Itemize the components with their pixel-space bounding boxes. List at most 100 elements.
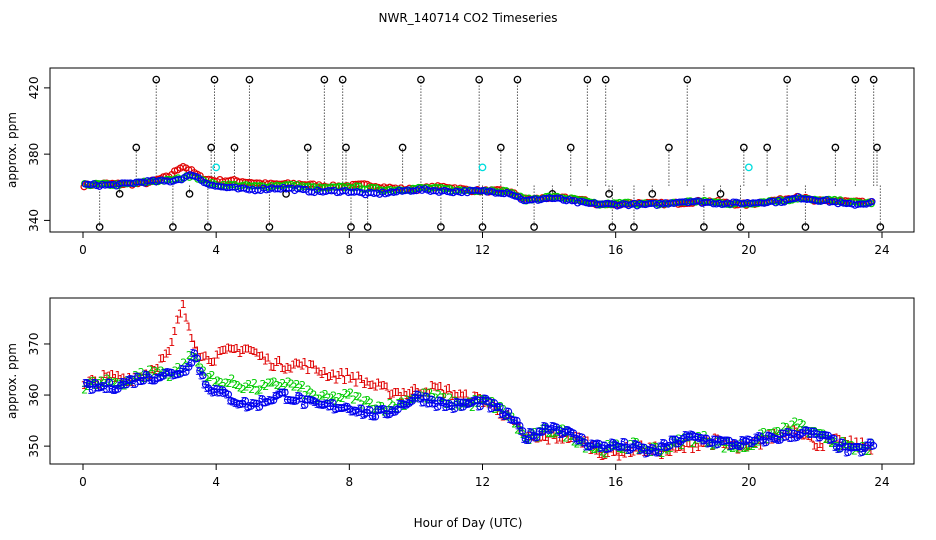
- series-1-point: 1: [160, 352, 167, 365]
- series-3-circle: [524, 436, 532, 444]
- series-3-point: 3: [854, 441, 861, 454]
- series-1-point: 1: [352, 376, 359, 389]
- series-3-point: 3: [730, 437, 737, 450]
- series-3-point: 3: [786, 432, 793, 445]
- series-1-point: 1: [381, 379, 388, 392]
- series-1-point: 1: [188, 332, 195, 345]
- bottom-panel: 0 4 8 12 16 20 2435036037011111111111111111111…: [5, 297, 915, 489]
- series-2-point: 2: [90, 375, 97, 388]
- diagnostic-point: [320, 75, 329, 84]
- series-1-point: 1: [403, 389, 410, 402]
- series-3-point: 3: [348, 406, 355, 419]
- series-2-point: 2: [203, 372, 210, 385]
- series-2-point: 2: [656, 444, 663, 457]
- series-2-point: 2: [791, 415, 798, 428]
- series-3-point: 3: [591, 438, 598, 451]
- series-3-point: 3: [328, 397, 335, 410]
- series-3-point: 3: [119, 376, 126, 389]
- series-3-point: 3: [489, 397, 496, 410]
- series-3-point: 3: [130, 378, 137, 391]
- series-1-point: 1: [256, 350, 263, 363]
- series-2-point: 2: [752, 438, 759, 451]
- series-2-point: 2: [599, 445, 606, 458]
- series-2-point: 2: [322, 388, 329, 401]
- series-1-point: 1: [581, 434, 588, 447]
- series-3-point: 3: [124, 374, 131, 387]
- series-1-point: 1: [106, 369, 113, 382]
- series-2-point: 2: [189, 350, 196, 363]
- diagnostic-point: [683, 75, 692, 84]
- series-1-point: 1: [327, 370, 334, 383]
- series-3-point: 3: [622, 442, 629, 455]
- series-1-point: 1: [296, 357, 303, 370]
- series-3-point: 3: [110, 384, 117, 397]
- series-3-circle: [691, 432, 699, 441]
- series-3-circle: [193, 354, 201, 363]
- series-3-point: 3: [668, 433, 675, 446]
- series-2-point: 2: [712, 438, 719, 451]
- diagnostic-point: [115, 190, 124, 198]
- series-1-point: 1: [369, 378, 376, 391]
- series-3-point: 3: [733, 439, 740, 452]
- series-1-point: 1: [409, 385, 416, 398]
- series-2-point: 2: [149, 368, 156, 381]
- series-3-point: 3: [319, 399, 326, 412]
- series-3-point: 3: [701, 432, 708, 445]
- series-3-point: 3: [619, 436, 626, 449]
- series-1-point: 1: [318, 368, 325, 381]
- series-3-point: 3: [741, 435, 748, 448]
- series-2-point: 2: [825, 433, 832, 446]
- series-3-point: 3: [506, 413, 513, 426]
- series-3-circle: [518, 427, 527, 435]
- series-1-point: 1: [819, 441, 826, 454]
- series-2-point: 2: [268, 377, 275, 390]
- series-2-point: 2: [525, 434, 532, 447]
- series-3-point: 3: [685, 431, 692, 444]
- series-2-point: 2: [342, 387, 349, 400]
- series-3-circle: [496, 403, 504, 411]
- series-1-point: 1: [680, 443, 687, 456]
- series-2-point: 2: [452, 394, 459, 407]
- series-2-point: 2: [432, 391, 439, 404]
- series-3-point: 3: [220, 387, 227, 400]
- series-3-point: 3: [435, 394, 442, 407]
- series-2-point: 2: [576, 435, 583, 448]
- series-3-point: 3: [781, 431, 788, 444]
- series-2-point: 2: [441, 391, 448, 404]
- series-3-point: 3: [362, 407, 369, 420]
- series-1-point: 1: [366, 379, 373, 392]
- top-xtick-label: 4: [212, 243, 220, 257]
- series-1-point: 1: [567, 432, 574, 445]
- series-3-point: 3: [639, 442, 646, 455]
- series-3-point: 3: [815, 432, 822, 445]
- series-3-circle: [136, 377, 145, 385]
- series-3-point: 3: [778, 427, 785, 440]
- series-1-point: 1: [689, 443, 696, 456]
- series-3-point: 3: [769, 432, 776, 445]
- top-xtick-label: 8: [346, 243, 354, 257]
- series-2-point: 2: [192, 351, 199, 364]
- series-3-point: 3: [758, 434, 765, 447]
- series-2-point: 2: [265, 376, 272, 389]
- series-3-point: 3: [806, 428, 813, 441]
- series-3-circle: [102, 385, 111, 393]
- series-2-point: 2: [217, 376, 224, 389]
- series-2-point: 2: [746, 440, 753, 453]
- diagnostic-point: [665, 143, 673, 152]
- series-3-point: 3: [353, 406, 360, 419]
- series-3-point: 3: [393, 403, 400, 416]
- series-1-point: 1: [547, 428, 554, 441]
- series-3-circle: [776, 436, 784, 444]
- series-2-point: 2: [726, 440, 733, 453]
- series-2-point: 2: [494, 402, 501, 415]
- series-2-point: 2: [690, 437, 697, 450]
- series-2-point: 2: [673, 436, 680, 449]
- series-2-point: 2: [534, 432, 541, 445]
- series-2-point: 2: [308, 387, 315, 400]
- series-3-circle: [476, 402, 484, 411]
- bottom-xtick-label: 24: [874, 475, 889, 489]
- series-1-point: 1: [194, 344, 201, 357]
- series-3-circle: [224, 390, 233, 399]
- series-3-point: 3: [370, 411, 377, 424]
- series-1-point: 1: [570, 428, 577, 441]
